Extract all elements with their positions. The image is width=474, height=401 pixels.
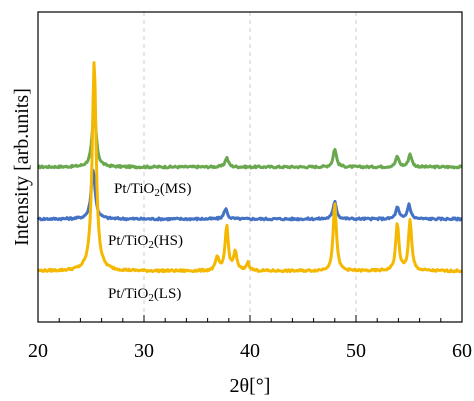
x-axis-label: 2θ[°] bbox=[230, 375, 271, 397]
x-tick-label: 40 bbox=[240, 340, 260, 362]
x-tick-label: 20 bbox=[28, 340, 48, 362]
x-tick-label: 60 bbox=[452, 340, 472, 362]
series-line bbox=[37, 61, 463, 274]
x-tick-label: 50 bbox=[346, 340, 366, 362]
series-layer bbox=[36, 61, 463, 274]
series-labels: Pt/TiO2(MS) Pt/TiO2(HS) Pt/TiO2(LS) bbox=[108, 181, 191, 304]
series-line bbox=[36, 168, 463, 222]
series-label: Pt/TiO2(MS) bbox=[114, 181, 191, 199]
y-axis-label: Intensity [arb.units] bbox=[11, 88, 33, 246]
series-label: Pt/TiO2(LS) bbox=[108, 286, 181, 304]
x-tick-label: 30 bbox=[134, 340, 154, 362]
series-line bbox=[37, 107, 463, 170]
series-label: Pt/TiO2(HS) bbox=[108, 233, 183, 251]
x-ticks: 20 30 40 50 60 bbox=[28, 315, 472, 362]
